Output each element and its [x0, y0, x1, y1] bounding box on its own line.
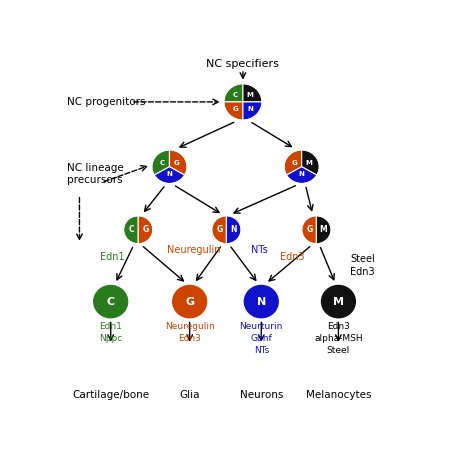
Text: C: C [160, 160, 165, 166]
Text: NC specifiers: NC specifiers [207, 60, 279, 70]
Text: Cartilage/bone: Cartilage/bone [72, 390, 149, 400]
Text: M: M [247, 92, 254, 98]
Text: N: N [256, 297, 266, 307]
Text: Melanocytes: Melanocytes [306, 390, 371, 400]
Wedge shape [301, 216, 316, 244]
Wedge shape [243, 102, 262, 120]
Wedge shape [138, 216, 153, 244]
Text: G: G [185, 297, 194, 307]
Text: Neurons: Neurons [239, 390, 283, 400]
Text: M: M [319, 225, 328, 234]
Wedge shape [212, 216, 227, 244]
Wedge shape [154, 167, 185, 183]
Text: G: G [233, 106, 238, 112]
Wedge shape [124, 216, 138, 244]
Text: N: N [230, 225, 237, 234]
Wedge shape [169, 150, 187, 175]
Text: Edn3
alpha-MSH
Steel: Edn3 alpha-MSH Steel [314, 322, 363, 354]
Wedge shape [316, 216, 331, 244]
Text: G: G [306, 225, 312, 234]
Text: G: G [292, 160, 298, 166]
Text: Neuregulin: Neuregulin [166, 245, 220, 255]
Text: Edn1: Edn1 [100, 252, 125, 262]
Circle shape [172, 285, 207, 318]
Wedge shape [284, 150, 301, 175]
Text: C: C [233, 92, 238, 98]
Text: C: C [107, 297, 115, 307]
Text: NC lineage
precursors: NC lineage precursors [66, 162, 123, 185]
Circle shape [244, 285, 279, 318]
Wedge shape [301, 150, 319, 175]
Wedge shape [286, 167, 317, 183]
Text: M: M [333, 297, 344, 307]
Wedge shape [243, 84, 262, 102]
Text: C: C [128, 225, 134, 234]
Wedge shape [224, 84, 243, 102]
Text: Neurturin
Gdnf
NTs: Neurturin Gdnf NTs [239, 322, 283, 354]
Text: G: G [142, 225, 148, 234]
Text: NTs: NTs [251, 245, 268, 255]
Text: Edn3: Edn3 [280, 252, 305, 262]
Text: Steel
Edn3: Steel Edn3 [350, 254, 374, 277]
Text: Neuregulin
Edn3: Neuregulin Edn3 [165, 322, 215, 343]
Text: NC progenitors: NC progenitors [66, 97, 145, 107]
Text: G: G [173, 160, 179, 166]
Text: Edn1
Nppc: Edn1 Nppc [99, 322, 122, 343]
Wedge shape [227, 216, 241, 244]
Text: N: N [247, 106, 253, 112]
Circle shape [93, 285, 128, 318]
Wedge shape [152, 150, 169, 175]
Circle shape [321, 285, 356, 318]
Text: N: N [166, 171, 173, 177]
Text: Glia: Glia [180, 390, 200, 400]
Wedge shape [224, 102, 243, 120]
Text: M: M [305, 160, 312, 166]
Text: G: G [216, 225, 222, 234]
Text: N: N [299, 171, 305, 177]
